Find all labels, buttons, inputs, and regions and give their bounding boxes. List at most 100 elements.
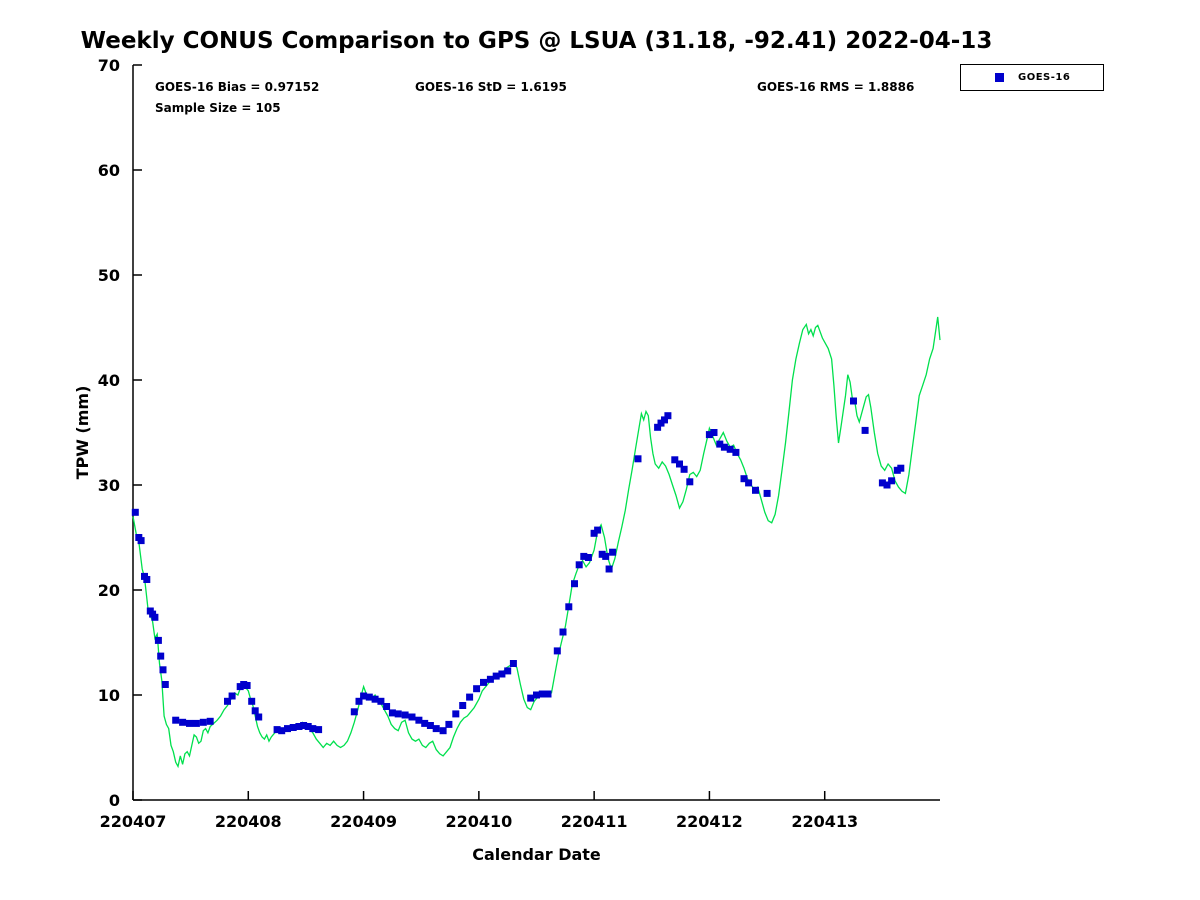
goes16-data-point [559, 628, 567, 636]
y-tick-label: 50 [98, 266, 120, 285]
goes16-data-point [408, 713, 416, 721]
legend-label-goes16: GOES-16 [1018, 72, 1071, 83]
stat-std: GOES-16 StD = 1.6195 [415, 80, 567, 94]
goes16-data-point [686, 478, 694, 486]
goes16-data-point [157, 652, 165, 660]
goes16-data-point [415, 716, 423, 724]
x-tick-label: 220411 [561, 812, 628, 831]
goes16-data-point [137, 537, 145, 545]
goes16-data-point [661, 416, 668, 424]
goes16-data-point [143, 576, 151, 583]
goes16-data-point [664, 412, 672, 420]
goes16-data-point [315, 726, 323, 734]
goes16-data-point [752, 486, 759, 494]
goes16-data-point [224, 697, 231, 705]
goes16-square-marker-icon [995, 73, 1004, 82]
goes16-data-point [571, 580, 578, 588]
goes16-data-point [248, 697, 256, 705]
goes16-data-point [654, 423, 662, 431]
goes16-data-point [273, 726, 281, 734]
x-tick-label: 220413 [791, 812, 858, 831]
goes16-data-point [594, 526, 602, 534]
goes16-data-point [371, 695, 379, 703]
goes16-data-point [199, 718, 207, 726]
goes16-data-point [584, 554, 592, 561]
goes16-data-point [388, 709, 396, 717]
goes16-data-point [401, 711, 409, 719]
goes16-data-point [131, 508, 139, 516]
goes16-data-point [602, 552, 610, 560]
goes16-data-point [676, 460, 683, 468]
goes16-data-point [243, 682, 251, 689]
x-tick-label: 220410 [445, 812, 512, 831]
goes16-data-point [255, 713, 263, 721]
y-tick-label: 70 [98, 56, 120, 75]
goes16-data-point [432, 725, 440, 733]
goes16-data-point [289, 724, 297, 731]
goes16-data-point [710, 429, 718, 436]
stat-sample-size: Sample Size = 105 [155, 101, 281, 115]
goes16-data-point [439, 727, 447, 735]
goes16-data-point [383, 703, 391, 710]
goes16-data-point [740, 475, 748, 483]
goes16-data-point [179, 718, 187, 726]
goes16-data-point [850, 397, 857, 405]
goes16-data-point [634, 455, 642, 463]
goes16-data-point [304, 723, 312, 730]
goes16-data-point [426, 722, 434, 729]
y-tick-label: 10 [98, 686, 120, 705]
goes16-data-point [394, 710, 402, 718]
x-tick-label: 220407 [100, 812, 167, 831]
goes16-data-point [466, 693, 474, 701]
goes16-data-point [897, 464, 905, 472]
y-tick-label: 20 [98, 581, 120, 600]
x-tick-label: 220408 [215, 812, 282, 831]
goes16-data-point [377, 697, 385, 705]
stat-bias: GOES-16 Bias = 0.97152 [155, 80, 320, 94]
goes16-data-point [206, 717, 214, 725]
goes16-data-point [716, 440, 724, 448]
goes16-data-point [452, 710, 460, 718]
goes16-data-point [284, 725, 291, 733]
x-tick-label: 220409 [330, 812, 397, 831]
goes16-data-point [509, 660, 517, 667]
goes16-data-point [888, 477, 896, 485]
goes16-data-point [538, 690, 546, 698]
goes16-data-point [154, 636, 162, 644]
goes16-data-point [278, 727, 286, 735]
goes16-data-point [365, 693, 373, 701]
goes16-data-point [492, 672, 500, 680]
goes16-data-point [504, 667, 512, 675]
x-axis-label: Calendar Date [472, 845, 601, 864]
y-tick-label: 0 [109, 791, 120, 810]
goes16-data-point [161, 681, 169, 688]
goes16-data-point [251, 707, 259, 715]
goes16-data-point [172, 716, 180, 724]
goes16-data-point [720, 443, 728, 451]
legend-box: GOES-16 [960, 64, 1104, 91]
goes16-data-point [473, 685, 481, 693]
goes16-data-point [605, 565, 613, 573]
goes16-data-point [498, 670, 506, 678]
y-tick-label: 40 [98, 371, 120, 390]
goes16-data-point [861, 426, 869, 434]
y-axis-label: TPW (mm) [73, 386, 92, 480]
goes16-data-point [309, 725, 317, 733]
goes16-data-point [680, 465, 688, 473]
y-tick-label: 60 [98, 161, 120, 180]
goes16-data-point [565, 603, 573, 611]
goes16-data-point [486, 675, 494, 683]
stat-rms: GOES-16 RMS = 1.8886 [757, 80, 915, 94]
goes16-data-point [533, 691, 540, 699]
goes16-scatter-series [131, 397, 905, 735]
goes16-data-point [192, 719, 200, 727]
goes16-data-point [480, 678, 487, 686]
goes16-data-point [671, 456, 679, 464]
goes16-data-point [575, 561, 583, 569]
goes16-data-point [878, 479, 886, 487]
goes16-data-point [159, 666, 167, 674]
goes16-data-point [609, 548, 617, 556]
goes16-data-point [763, 489, 771, 497]
